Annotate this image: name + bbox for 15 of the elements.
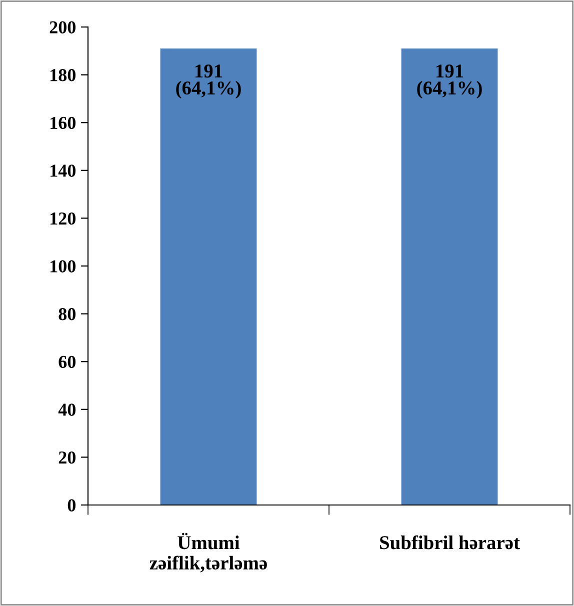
y-tick-label: 100 bbox=[50, 260, 76, 272]
data-label: 191 (64,1%) bbox=[176, 64, 241, 99]
y-tick-label: 0 bbox=[68, 499, 76, 512]
x-tick-label: Ümumi zəiflik,tərləmə bbox=[150, 532, 267, 572]
y-tick-label: 160 bbox=[50, 116, 76, 130]
y-tick-label: 80 bbox=[58, 308, 76, 320]
y-tick-label: 40 bbox=[58, 404, 76, 416]
x-tick-label: Subfibril hərarət bbox=[380, 535, 520, 550]
data-label: 191 (64,1%) bbox=[417, 64, 482, 99]
y-tick-label: 20 bbox=[58, 451, 76, 464]
y-tick-label: 140 bbox=[50, 164, 76, 177]
y-tick-label: 120 bbox=[50, 212, 76, 225]
y-tick-label: 180 bbox=[50, 69, 76, 82]
y-tick-label: 200 bbox=[50, 21, 76, 34]
y-tick-label: 60 bbox=[58, 356, 76, 368]
